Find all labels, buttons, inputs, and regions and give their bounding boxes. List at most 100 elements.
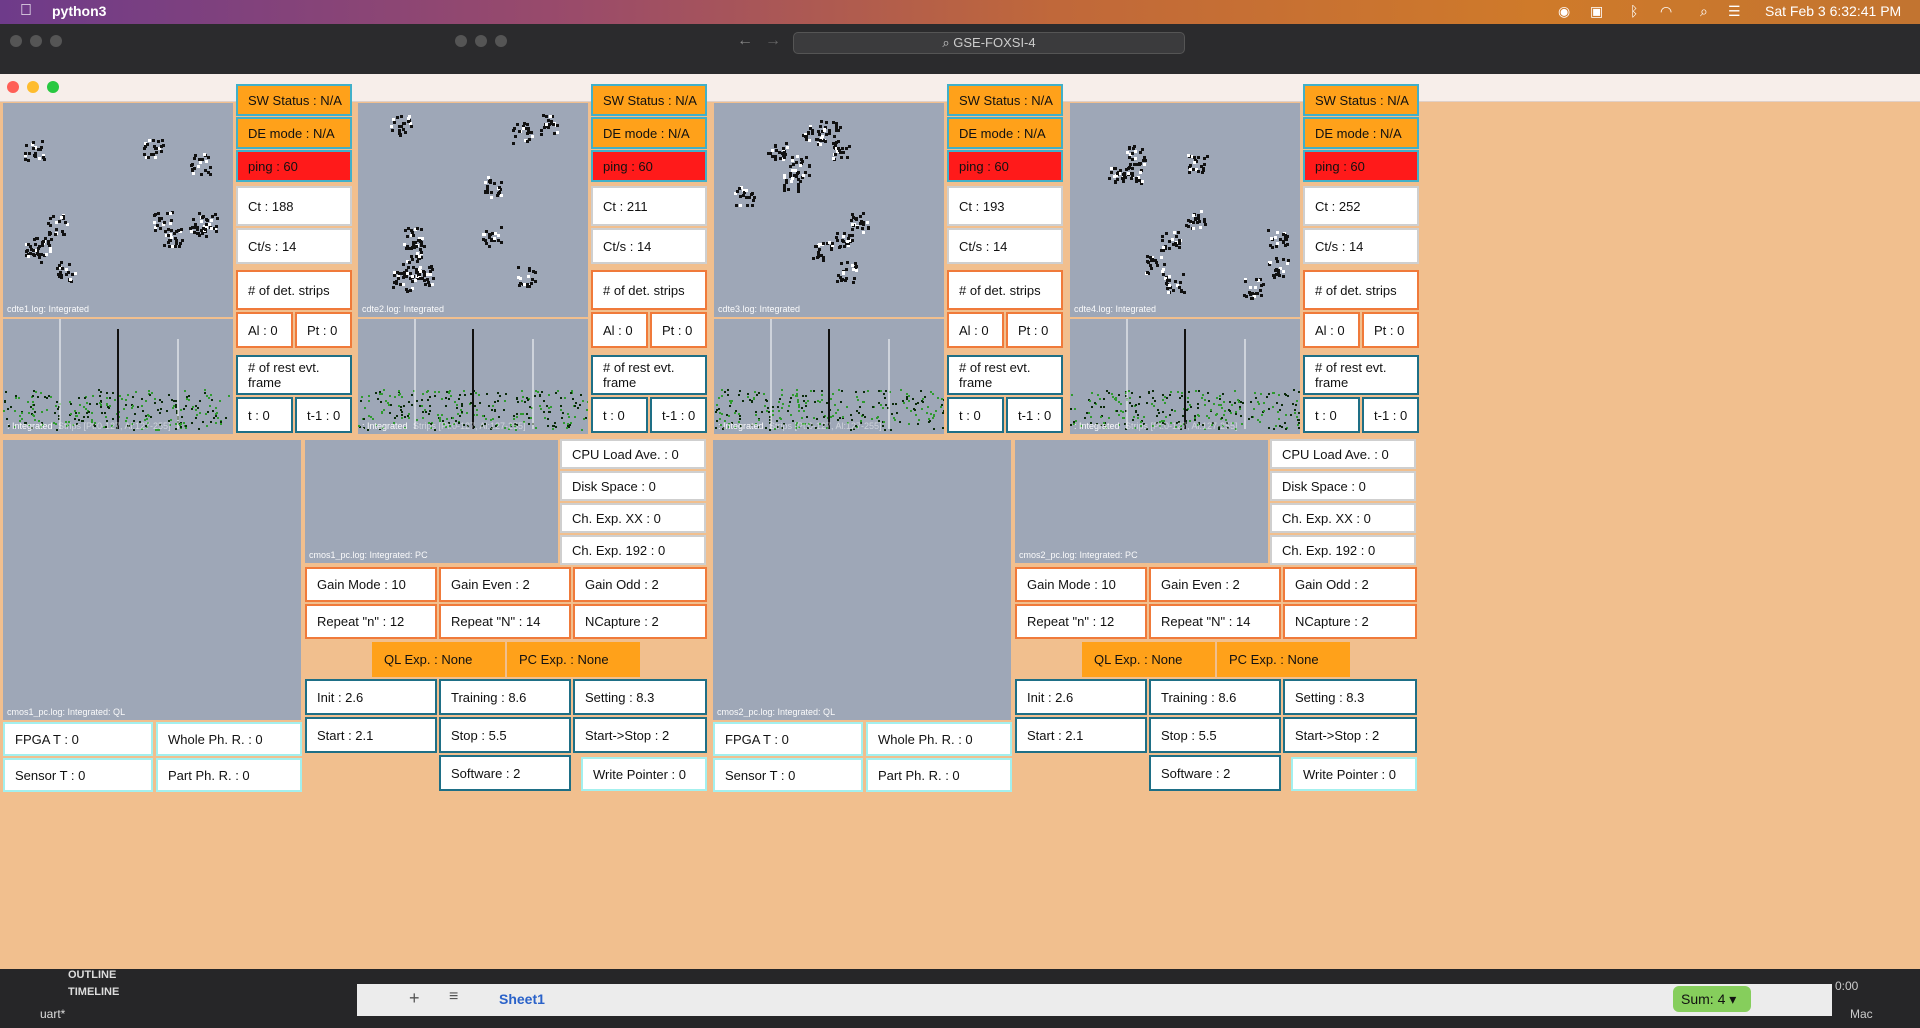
control-center-icon[interactable]: ☰ [1728, 3, 1741, 19]
de-mode-text: DE mode : N/A [1315, 125, 1402, 141]
fpga-temp-text: FPGA T : 0 [15, 731, 79, 747]
t-value: t : 0 [947, 397, 1004, 433]
ping-status: ping : 60 [1303, 150, 1419, 182]
spectrum-label: : Integrated [718, 421, 764, 431]
stop-time: Stop : 5.5 [1149, 717, 1281, 753]
zoom-button[interactable] [47, 81, 59, 93]
count: Ct : 252 [1303, 186, 1419, 226]
rest-evt-frame-text: # of rest evt. frame [959, 360, 1031, 390]
strips-label: Strips [Pt:0-127, Al:127-255] [58, 421, 171, 431]
ping-status: ping : 60 [236, 150, 352, 182]
close-dot-2[interactable] [455, 35, 467, 47]
t-value-text: t : 0 [959, 407, 981, 423]
count-rate: Ct/s : 14 [591, 228, 707, 264]
start-stop-time-text: Start->Stop : 2 [585, 727, 670, 743]
close-dot[interactable] [10, 35, 22, 47]
ping-status-text: ping : 60 [248, 158, 298, 174]
sw-status-text: SW Status : N/A [248, 92, 342, 108]
ping-status: ping : 60 [947, 150, 1063, 182]
gain-even: Gain Even : 2 [1149, 567, 1281, 602]
close-button[interactable] [7, 81, 19, 93]
write-pointer: Write Pointer : 0 [1291, 757, 1417, 791]
pt-value: Pt : 0 [1006, 312, 1063, 348]
rest-evt-frame: # of rest evt. frame [947, 355, 1063, 395]
branch-label[interactable]: uart* [40, 1007, 66, 1021]
bluetooth-icon[interactable]: ᛒ [1630, 3, 1639, 19]
count-rate-text: Ct/s : 14 [248, 238, 297, 254]
repeat-N: Repeat "N" : 14 [1149, 604, 1281, 639]
tab-sheet1[interactable]: Sheet1 [499, 991, 545, 1007]
back-arrow-icon[interactable]: ← [737, 32, 753, 49]
cdte-image-2: cdte2.log: Integrated [358, 103, 588, 317]
disk-space: Disk Space : 0 [560, 471, 706, 501]
t-value: t : 0 [1303, 397, 1360, 433]
spectrum-svg [1070, 319, 1300, 430]
search-icon[interactable]: ⌕ [1700, 3, 1708, 19]
minimize-dot-2[interactable] [475, 35, 487, 47]
t1-value-text: t-1 : 0 [307, 407, 341, 423]
minimize-dot[interactable] [30, 35, 42, 47]
repeat-n-text: Repeat "n" : 12 [317, 614, 405, 629]
mac-label: Mac [1850, 1007, 1873, 1021]
t-value-text: t : 0 [603, 407, 625, 423]
setting-time-text: Setting : 8.3 [585, 689, 655, 705]
det-strips-text: # of det. strips [248, 282, 330, 298]
ping-status-text: ping : 60 [1315, 158, 1365, 174]
spectrum-svg [715, 319, 944, 431]
ping-status: ping : 60 [591, 150, 707, 182]
cdte-spectrum-1: : Integrated Strips [Pt:0-127, Al:127-255… [3, 319, 233, 434]
al-value: Al : 0 [236, 312, 293, 348]
ch-exp-192: Ch. Exp. 192 : 0 [1270, 535, 1416, 565]
count-text: Ct : 211 [603, 198, 648, 214]
gain-odd: Gain Odd : 2 [573, 567, 707, 602]
ql-exp-text: QL Exp. : None [1094, 652, 1183, 667]
disk-space-text: Disk Space : 0 [1282, 478, 1366, 494]
ch-exp-xx: Ch. Exp. XX : 0 [1270, 503, 1416, 533]
al-value-text: Al : 0 [959, 322, 989, 338]
sum-indicator[interactable]: Sum: 4 ▾ [1673, 986, 1751, 1012]
wifi-icon[interactable]: ◠ [1660, 3, 1673, 19]
rest-evt-frame: # of rest evt. frame [236, 355, 352, 395]
pc-exp: PC Exp. : None [1217, 642, 1350, 677]
de-mode: DE mode : N/A [236, 117, 352, 149]
de-mode-text: DE mode : N/A [959, 125, 1046, 141]
t1-value: t-1 : 0 [295, 397, 352, 433]
clock[interactable]: Sat Feb 3 6:32:41 PM [1765, 3, 1902, 19]
sw-status: SW Status : N/A [236, 84, 352, 116]
minimize-button[interactable] [27, 81, 39, 93]
zoom-dot-2[interactable] [495, 35, 507, 47]
timeline-label[interactable]: TIMELINE [68, 986, 120, 998]
zoom-dot[interactable] [50, 35, 62, 47]
gain-even: Gain Even : 2 [439, 567, 571, 602]
de-mode: DE mode : N/A [1303, 117, 1419, 149]
cdte-spectrum-2: : Integrated Strips [Pt:0-127, Al:127-255… [358, 319, 588, 434]
add-sheet-icon[interactable]: + [409, 988, 420, 1008]
address-bar[interactable]: ⌕ GSE-FOXSI-4 [793, 32, 1185, 54]
setting-time: Setting : 8.3 [573, 679, 707, 715]
ch-exp-xx-text: Ch. Exp. XX : 0 [572, 510, 661, 526]
outline-label[interactable]: OUTLINE [68, 969, 117, 981]
part-ph-rate-text: Part Ph. R. : 0 [168, 767, 250, 783]
rest-evt-frame-text: # of rest evt. frame [248, 360, 320, 390]
t1-value: t-1 : 0 [650, 397, 707, 433]
t-value-text: t : 0 [248, 407, 270, 423]
al-value: Al : 0 [947, 312, 1004, 348]
rest-evt-frame: # of rest evt. frame [591, 355, 707, 395]
cpu-load: CPU Load Ave. : 0 [560, 439, 706, 469]
count-rate-text: Ct/s : 14 [603, 238, 652, 254]
sum-text: Sum: 4 [1681, 991, 1726, 1007]
det-strips: # of det. strips [591, 270, 707, 310]
record-icon[interactable]: ◉ [1558, 3, 1571, 19]
apple-icon[interactable]:  [20, 2, 32, 20]
forward-arrow-icon[interactable]: → [765, 32, 781, 49]
cmos-ql-image-2: cmos2_pc.log: Integrated: QL [713, 440, 1011, 720]
sheet-list-icon[interactable]: ≡ [449, 988, 459, 1005]
whole-ph-rate: Whole Ph. R. : 0 [156, 722, 302, 756]
repeat-n-text: Repeat "n" : 12 [1027, 614, 1115, 629]
screen-icon[interactable]: ▣ [1590, 3, 1604, 19]
t1-value: t-1 : 0 [1362, 397, 1419, 433]
rest-evt-frame-text: # of rest evt. frame [1315, 360, 1387, 390]
init-time-text: Init : 2.6 [1027, 689, 1074, 705]
app-name[interactable]: python3 [52, 3, 107, 19]
address-text: GSE-FOXSI-4 [953, 35, 1036, 50]
